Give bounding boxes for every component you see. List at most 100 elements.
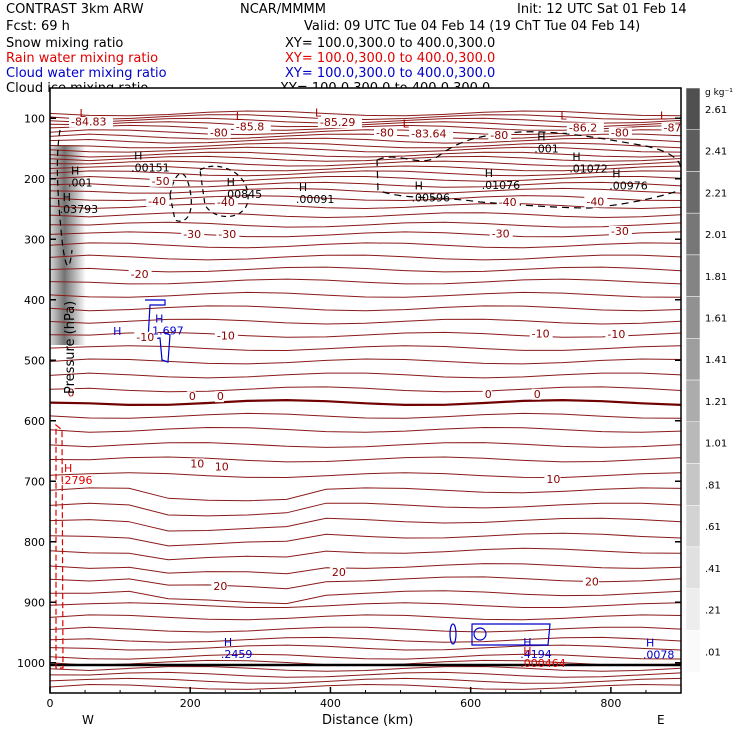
colorbar-swatch [685,254,701,297]
temperature-label: 0 [189,390,196,403]
isotherm-line [49,170,682,177]
y-tick-label: 800 [24,536,45,549]
isotherm-line [49,576,682,590]
extremum-mark: L [315,106,322,119]
colorbar-label: .01 [705,647,721,658]
isotherm-line [49,266,682,273]
temperature-label: -80 [490,129,508,142]
extrema-labels: L L LLL LH.00151H.001H.03793H.00845H.00091H… [60,106,675,669]
extremum-mark: H [415,180,423,193]
rain-water-contours [55,423,64,669]
isotherm-line [49,590,682,605]
extremum-value: .01072 [569,163,608,176]
extremum-mark: L [660,109,667,122]
isotherm-line [49,563,682,575]
extremum-mark: H [523,636,531,649]
isotherm-line [49,291,682,298]
field-xy-rain: XY= 100.0,300.0 to 400.0,300.0 [285,51,496,66]
x-tick-label: 600 [460,697,481,710]
isotherm-line [49,151,682,158]
colorbar-swatch [685,212,701,256]
temperature-label: -85.8 [236,120,264,133]
isotherm-line [49,146,682,153]
colorbar-label: 1.01 [705,439,727,450]
temperature-label: -10 [136,331,154,344]
temperature-label: -50 [152,175,170,188]
colorbar-swatch [685,463,701,506]
isotherm-line [49,318,682,325]
isotherm-line [49,602,682,608]
extremum-mark: L [560,109,567,122]
isotherm-line [49,142,682,149]
temperature-label: -30 [611,225,629,238]
west-end-label: W [82,713,94,727]
isotherm-line [49,456,682,463]
y-tick-label: 600 [24,415,45,428]
y-tick-label: 700 [24,475,45,488]
colorbar-swatch [685,129,701,172]
x-axis-label: Distance (km) [322,713,413,728]
isotherm-line [49,636,682,643]
cloud-ice-contours [56,129,682,267]
extremum-mark: H [134,149,142,162]
temperature-label: -40 [148,195,166,208]
temperature-label: 10 [215,460,229,473]
colorbar-label: 2.21 [705,188,727,199]
isotherm-line [49,517,682,532]
extremum-mark: L [236,110,243,123]
y-axis-label: Pressure (hPa) [63,301,78,394]
isotherm-line [49,278,682,285]
extremum-value: 1.697 [152,325,184,338]
temperature-label: -40 [499,196,517,209]
extremum-value: .4194 [520,648,552,661]
isotherm-line [49,160,682,167]
init-time: Init: 12 UTC Sat 01 Feb 14 [517,2,687,17]
temperature-label: -40 [586,195,604,208]
valid-time: Valid: 09 UTC Tue 04 Feb 14 (19 ChT Tue … [304,19,641,34]
temperature-label: 0 [534,388,541,401]
temperature-label: -10 [532,327,550,340]
isotherm-line [49,502,682,517]
isotherm-line [49,398,682,407]
extremum-mark: H [612,168,620,181]
temperature-label: -84.83 [71,116,106,129]
isotherm-line [49,117,682,124]
temperature-label: -10 [607,328,625,341]
colorbar-label: 1.61 [705,313,727,324]
x-tick-label: 200 [180,697,201,710]
colorbar-label: 2.41 [705,147,727,158]
isotherm-line [49,187,682,194]
extremum-value: .000464 [520,657,566,670]
colorbar-swatch [685,504,701,548]
extremum-value: .00091 [296,193,335,206]
x-tick-label: 800 [600,697,621,710]
field-xy-cloud-water: XY= 100.0,300.0 to 400.0,300.0 [285,66,496,81]
isotherm-line [49,671,682,678]
extremum-mark: H [64,462,72,475]
center-title: NCAR/MMMM [240,2,326,17]
colorbar-swatch [685,379,701,423]
isotherm-line [49,626,682,633]
isotherm-line [49,242,682,249]
colorbar-swatch [685,296,701,339]
isotherm-line [49,165,682,172]
colorbar-swatch [685,421,701,464]
isotherm-line [49,653,682,660]
colorbar-label: .41 [705,564,721,575]
temperature-label: -30 [183,228,201,241]
extremum-mark: L [79,107,86,120]
temperature-label: 20 [213,580,227,593]
colorbar-label: 1.41 [705,355,727,366]
colorbar-label: 2.01 [705,230,727,241]
extremum-mark: H [485,167,493,180]
temperature-label: -80 [611,126,629,139]
temperature-label: 0 [68,387,75,400]
extremum-mark: H [523,645,531,658]
isotherm-line [49,358,682,365]
temperature-label: -85.29 [320,116,355,129]
temperature-label: 0 [217,390,224,403]
isotherm-line [49,110,682,117]
temperature-label: -10 [217,330,235,343]
